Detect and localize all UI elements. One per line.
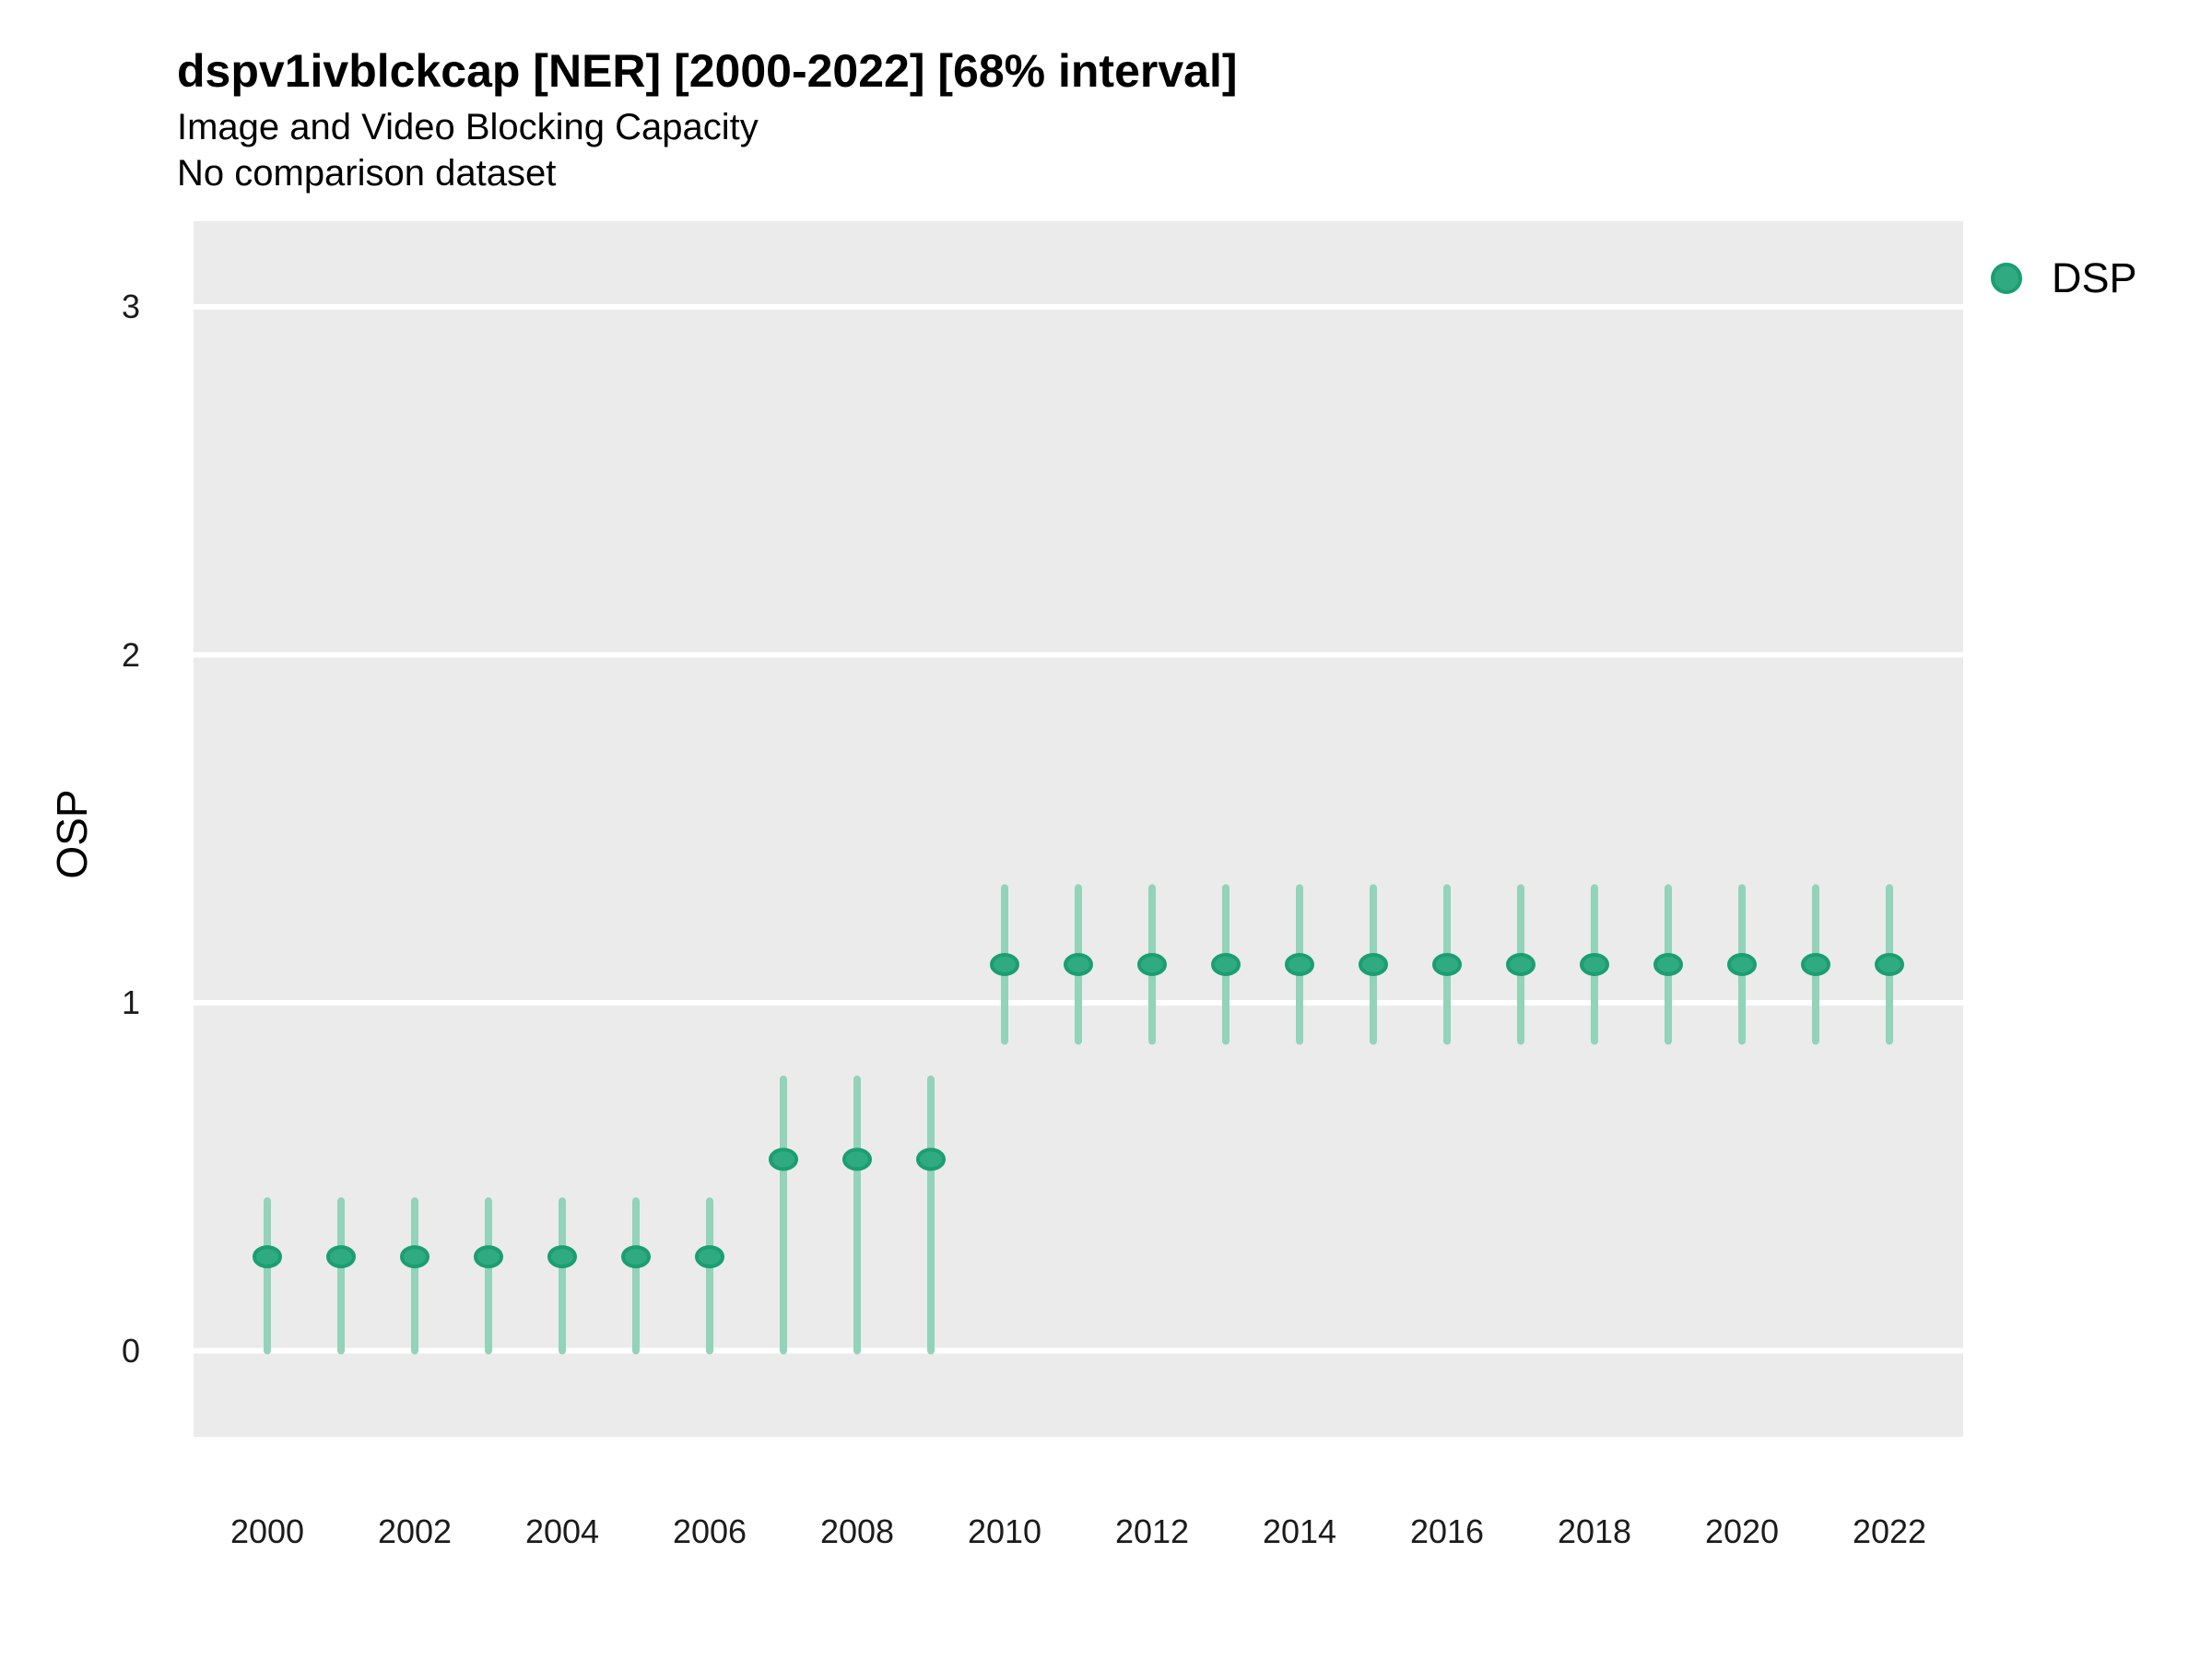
chart-title: dspv1ivblckcap [NER] [2000-2022] [68% in… (177, 45, 1238, 97)
x-tick-label-2004: 2004 (524, 1512, 600, 1550)
y-tick-label-1: 1 (121, 983, 140, 1021)
data-point-2014 (1285, 952, 1314, 976)
data-point-2001 (326, 1245, 356, 1269)
data-point-2017 (1506, 952, 1535, 976)
data-point-2020 (1727, 952, 1757, 976)
x-tick-label-2000: 2000 (229, 1512, 305, 1550)
y-axis-title: OSP (48, 789, 96, 879)
x-tick-label-2006: 2006 (672, 1512, 747, 1550)
data-point-2019 (1653, 952, 1683, 976)
data-point-2011 (1064, 952, 1093, 976)
chart-note: No comparison dataset (177, 153, 557, 194)
data-point-2016 (1432, 952, 1462, 976)
data-point-2000 (253, 1245, 282, 1269)
x-tick-label-2002: 2002 (377, 1512, 453, 1550)
y-tick-label-3: 3 (121, 288, 140, 325)
x-tick-label-2016: 2016 (1409, 1512, 1485, 1550)
x-tick-label-2010: 2010 (967, 1512, 1042, 1550)
data-point-2007 (769, 1147, 798, 1171)
data-point-2002 (400, 1245, 429, 1269)
data-point-2004 (547, 1245, 577, 1269)
x-tick-label-2018: 2018 (1557, 1512, 1632, 1550)
chart-subtitle: Image and Video Blocking Capacity (177, 107, 759, 147)
panel-background (194, 221, 1963, 1437)
data-point-2015 (1359, 952, 1388, 976)
x-tick-label-2020: 2020 (1704, 1512, 1780, 1550)
x-tick-label-2022: 2022 (1852, 1512, 1927, 1550)
data-point-2005 (621, 1245, 651, 1269)
data-point-2013 (1211, 952, 1241, 976)
legend-series-label: DSP (2052, 254, 2137, 301)
data-point-2009 (916, 1147, 946, 1171)
y-tick-label-2: 2 (121, 635, 140, 674)
data-point-2003 (474, 1245, 503, 1269)
data-point-2006 (695, 1245, 724, 1269)
data-point-2010 (990, 952, 1019, 976)
x-tick-label-2014: 2014 (1262, 1512, 1337, 1550)
y-tick-label-0: 0 (121, 1331, 140, 1370)
data-point-2022 (1875, 952, 1904, 976)
x-tick-label-2012: 2012 (1114, 1512, 1190, 1550)
x-tick-label-2008: 2008 (819, 1512, 895, 1550)
legend-point-icon (1991, 263, 2022, 294)
data-point-2018 (1580, 952, 1609, 976)
data-point-2021 (1801, 952, 1830, 976)
data-point-2012 (1137, 952, 1167, 976)
data-point-2008 (842, 1147, 872, 1171)
legend: DSP (1991, 254, 2137, 302)
